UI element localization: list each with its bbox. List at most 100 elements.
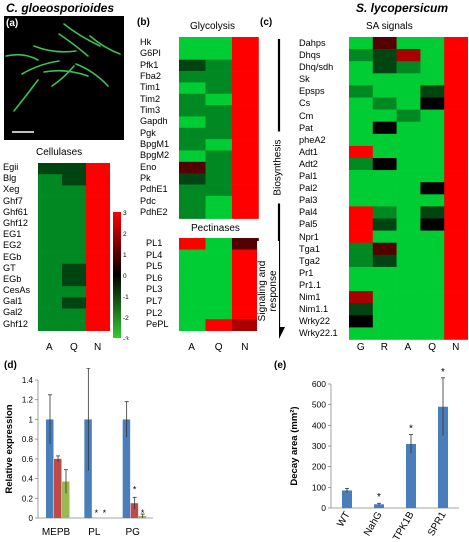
heatmap-cell: [232, 71, 259, 83]
heatmap-cell: [179, 93, 206, 106]
heatmap-cell: [420, 37, 445, 50]
gene-label: Wrky22: [299, 316, 330, 327]
bar: [130, 503, 139, 518]
heatmap-cell: [349, 279, 374, 292]
gene-label: Gapdh: [140, 116, 168, 127]
gene-label: Ghf12: [3, 217, 29, 228]
cellulases-heatmap: [38, 163, 110, 331]
cellulases-header: Cellulases: [36, 147, 83, 158]
heatmap-cell: [349, 97, 374, 110]
gene-label: CesAs: [3, 285, 31, 296]
bar: [46, 419, 54, 518]
category-label: MEPB: [42, 527, 71, 538]
pectinases-row-labels: PL1 PL4 PL5 PL6 PL3 PL7 PL2 PePL: [146, 238, 168, 331]
heatmap-cell: [372, 291, 397, 304]
heatmap-cell: [179, 307, 206, 320]
heatmap-cell: [62, 219, 87, 231]
heatmap-cell: [38, 263, 63, 276]
heatmap-cell: [349, 133, 374, 147]
gene-label: Pal1: [299, 171, 318, 182]
heatmap-cell: [38, 252, 63, 265]
colorbar-tick-label: 2: [123, 231, 127, 238]
heatmap-cell: [396, 182, 421, 195]
gene-label: PL3: [146, 284, 163, 295]
bar: [406, 443, 416, 508]
heatmap-cell: [396, 49, 421, 62]
panel-label-e: (e): [274, 360, 287, 371]
heatmap-cell: [232, 207, 259, 219]
heatmap-cell: [179, 249, 206, 262]
heatmap-cell: [232, 37, 259, 49]
heatmap-cell: [179, 71, 206, 83]
gene-label: Pfk1: [140, 59, 159, 70]
condition-label: Q: [214, 342, 223, 353]
heatmap-cell: [62, 319, 87, 331]
heatmap-cell: [420, 315, 445, 328]
condition-label: N: [241, 342, 249, 353]
heatmap-cell: [205, 296, 233, 308]
heatmap-cell: [372, 97, 397, 110]
decay-area-chart: 0 100 200 300 400 500 600 Decay area (mm²) WT * Na…: [289, 368, 459, 540]
heatmap-cell: [232, 261, 259, 274]
heatmap-cell: [86, 286, 110, 298]
y-tick-label: 100: [312, 482, 326, 492]
y-tick-label: 1.4: [22, 376, 34, 385]
cellulases-row-labels: Egii Blg Xeg Ghf7 Ghf61 Ghf12 EG1 EG2 EGb GT EGb Ce…: [3, 162, 30, 330]
heatmap-cell: [444, 37, 468, 50]
gene-label: PL7: [146, 295, 163, 306]
heatmap-cell: [420, 327, 445, 340]
heatmap-cell: [349, 230, 374, 243]
heatmap-cell: [396, 109, 421, 122]
heatmap-cell: [205, 195, 233, 208]
heatmap-cell: [38, 207, 63, 220]
heatmap-cell: [232, 173, 259, 185]
heatmap-cell: [396, 242, 421, 256]
heatmap-cell: [444, 133, 468, 147]
y-tick-label: 500: [312, 400, 326, 410]
colorbar-gradient: [113, 212, 121, 338]
heatmap-cell: [396, 73, 421, 86]
signaling-label-wrap: Signaling and response: [257, 241, 288, 341]
heatmap-cell: [205, 319, 233, 331]
heatmap-cell: [205, 173, 233, 185]
gene-label: Eno: [140, 161, 157, 172]
heatmap-cell: [372, 254, 397, 268]
heatmap-cell: [349, 194, 374, 207]
heatmap-cell: [232, 272, 259, 285]
heatmap-cell: [349, 327, 374, 340]
y-tick-label: 300: [312, 441, 326, 451]
y-tick-label: 0: [29, 514, 34, 523]
heatmap-cell: [232, 150, 259, 163]
gene-label: BpgM1: [140, 139, 170, 150]
heatmap-cell: [349, 37, 374, 50]
heatmap-cell: [62, 163, 87, 175]
heatmap-cell: [86, 207, 110, 220]
heatmap-cell: [38, 241, 63, 253]
heatmap-cell: [396, 37, 421, 50]
gene-label: Ghf61: [3, 206, 29, 217]
heatmap-cell: [420, 145, 445, 159]
heatmap-cell: [38, 319, 63, 331]
heatmap-cell: [349, 109, 374, 122]
heatmap-cell: [372, 121, 397, 135]
heatmap-cell: [444, 230, 468, 243]
heatmap-cell: [179, 207, 206, 219]
heatmap-cell: [420, 133, 445, 147]
heatmap-cell: [444, 49, 468, 62]
significance-star: *: [95, 508, 99, 518]
heatmap-cell: [62, 297, 87, 309]
category-label: PL: [88, 527, 101, 538]
heatmap-cell: [179, 116, 206, 129]
gene-label: Egii: [3, 162, 19, 172]
heatmap-cell: [372, 315, 397, 328]
category-label: PG: [125, 527, 140, 538]
heatmap-cell: [420, 279, 445, 292]
heatmap-cell: [62, 196, 87, 209]
heatmap-cell: [420, 266, 445, 280]
gene-label: PdhE2: [140, 207, 168, 218]
y-tick-label: 0.2: [22, 494, 34, 503]
heatmap-cell: [62, 308, 87, 321]
heatmap-cell: [420, 230, 445, 243]
heatmap-cell: [86, 275, 110, 287]
